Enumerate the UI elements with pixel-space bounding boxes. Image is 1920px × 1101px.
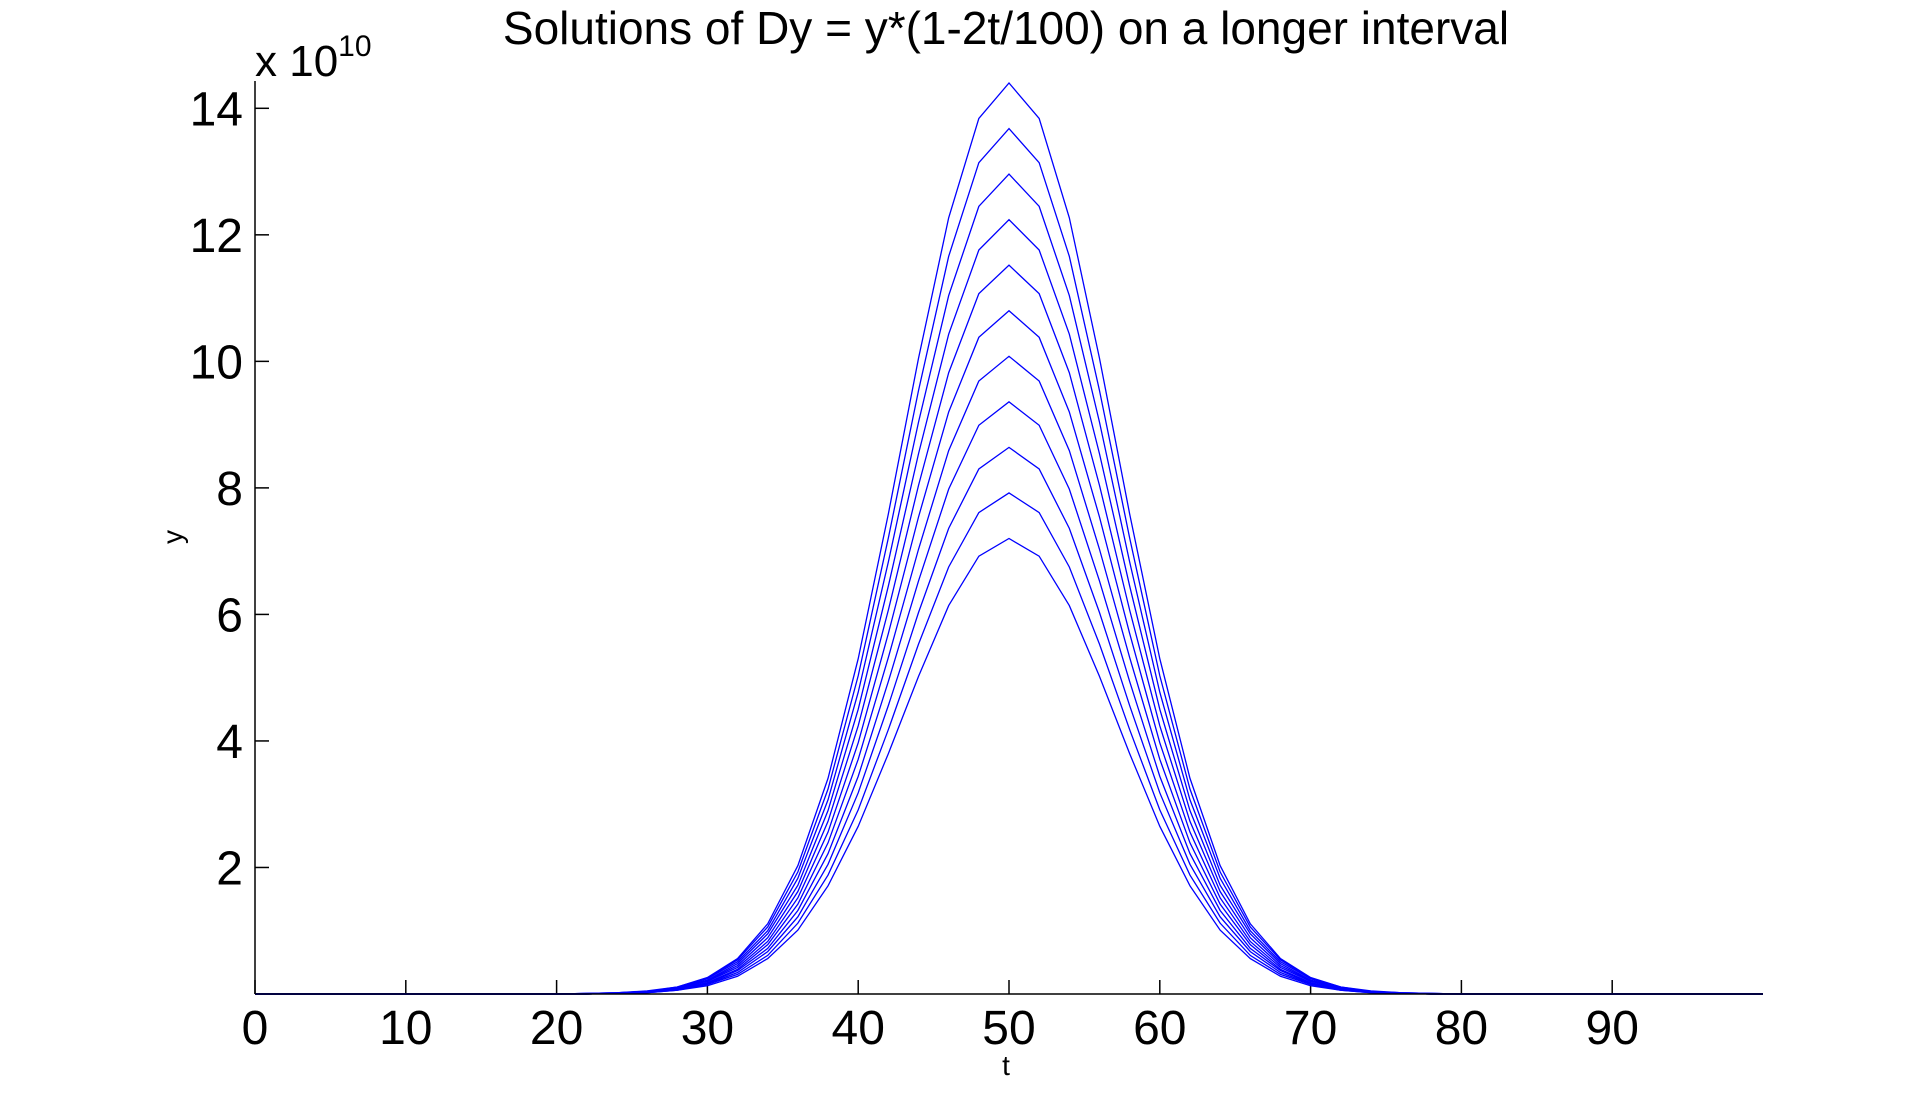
x-tick-label: 50 [982, 1002, 1035, 1055]
y-tick-label: 12 [190, 210, 243, 263]
x-tick-label: 20 [530, 1002, 583, 1055]
y-tick-label: 4 [216, 716, 243, 769]
x-tick-label: 40 [832, 1002, 885, 1055]
x-tick-label: 30 [681, 1002, 734, 1055]
x-tick-label: 70 [1284, 1002, 1337, 1055]
y-tick-label: 14 [190, 83, 243, 136]
x-tick-label: 0 [242, 1002, 269, 1055]
x-axis-label: t [1002, 1050, 1010, 1081]
y-multiplier-base: x 10 [255, 37, 338, 86]
y-multiplier: x 1010 [255, 30, 372, 86]
y-tick-label: 6 [216, 589, 243, 642]
x-tick-label: 10 [379, 1002, 432, 1055]
y-tick-label: 8 [216, 463, 243, 516]
y-multiplier-exponent: 10 [338, 30, 371, 63]
y-tick-label: 10 [190, 336, 243, 389]
x-tick-label: 90 [1586, 1002, 1639, 1055]
y-tick-label: 2 [216, 842, 243, 895]
y-axis-label: y [157, 530, 188, 544]
x-tick-label: 80 [1435, 1002, 1488, 1055]
x-tick-label: 60 [1133, 1002, 1186, 1055]
chart-title: Solutions of Dy = y*(1-2t/100) on a long… [503, 2, 1509, 54]
